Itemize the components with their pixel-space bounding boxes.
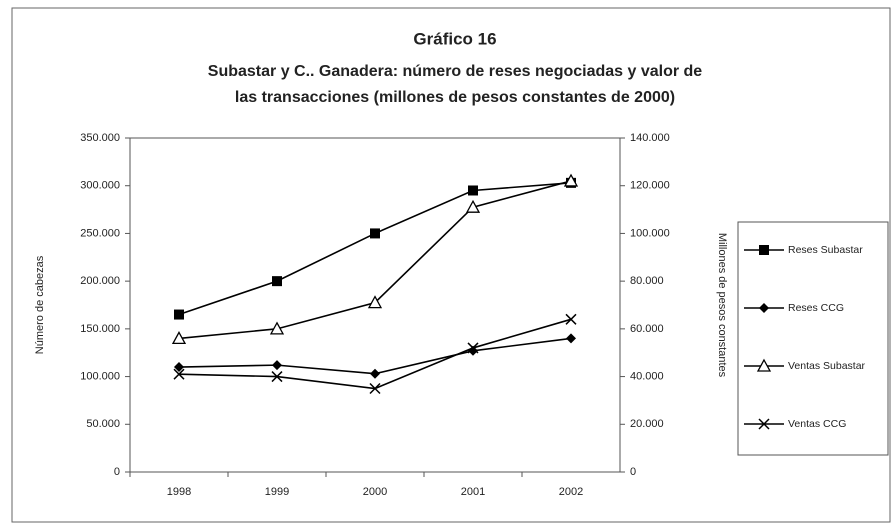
- y-tick-label: 100.000: [80, 370, 120, 382]
- y2-tick-label: 120.000: [630, 180, 670, 192]
- y2-tick-label: 80.000: [630, 275, 664, 287]
- marker: [565, 313, 577, 325]
- marker: [174, 362, 184, 373]
- marker: [173, 368, 185, 380]
- y2-axis-label: Millones de pesos constantes: [716, 233, 728, 378]
- y-tick-label: 150.000: [80, 323, 120, 335]
- marker: [566, 333, 576, 344]
- x-tick-label: 2001: [461, 486, 485, 498]
- legend-box: [737, 221, 889, 456]
- x-tick-label: 1999: [265, 486, 289, 498]
- y-tick-label: 250.000: [80, 227, 120, 239]
- marker: [367, 295, 383, 309]
- y2-tick-label: 40.000: [630, 370, 664, 382]
- marker: [468, 185, 478, 196]
- chart-title: Gráfico 16: [413, 29, 496, 48]
- marker: [370, 228, 380, 239]
- marker: [369, 382, 381, 395]
- y-tick-label: 300.000: [80, 180, 120, 192]
- marker: [756, 358, 772, 372]
- y-axis-label: Número de cabezas: [34, 255, 46, 354]
- x-tick-label: 2000: [363, 486, 387, 498]
- marker: [563, 173, 579, 187]
- marker: [759, 245, 769, 255]
- chart-subtitle: las transacciones (millones de pesos con…: [235, 89, 675, 106]
- y2-tick-label: 60.000: [630, 323, 664, 335]
- marker: [759, 303, 769, 313]
- y2-tick-label: 140.000: [630, 132, 670, 144]
- y-tick-label: 50.000: [86, 418, 120, 430]
- marker: [174, 309, 184, 320]
- marker: [171, 331, 187, 345]
- y-tick-label: 200.000: [80, 275, 120, 287]
- legend-label: Ventas CCG: [788, 418, 846, 430]
- marker: [271, 371, 283, 383]
- y2-tick-label: 20.000: [630, 418, 664, 430]
- marker: [758, 418, 770, 430]
- x-tick-label: 1998: [167, 486, 191, 498]
- marker: [465, 199, 481, 213]
- marker: [370, 368, 380, 379]
- x-tick-label: 2002: [559, 486, 583, 498]
- y-tick-label: 0: [114, 466, 120, 478]
- y2-tick-label: 0: [630, 466, 636, 478]
- marker: [467, 342, 479, 354]
- y-tick-label: 350.000: [80, 132, 120, 144]
- y2-tick-label: 100.000: [630, 227, 670, 239]
- legend-label: Reses CCG: [788, 302, 844, 314]
- marker: [269, 321, 285, 335]
- legend-label: Reses Subastar: [788, 244, 863, 256]
- chart-subtitle: Subastar y C.. Ganadera: número de reses…: [208, 63, 703, 80]
- marker: [272, 360, 282, 371]
- marker: [272, 276, 282, 287]
- legend-label: Ventas Subastar: [788, 360, 866, 372]
